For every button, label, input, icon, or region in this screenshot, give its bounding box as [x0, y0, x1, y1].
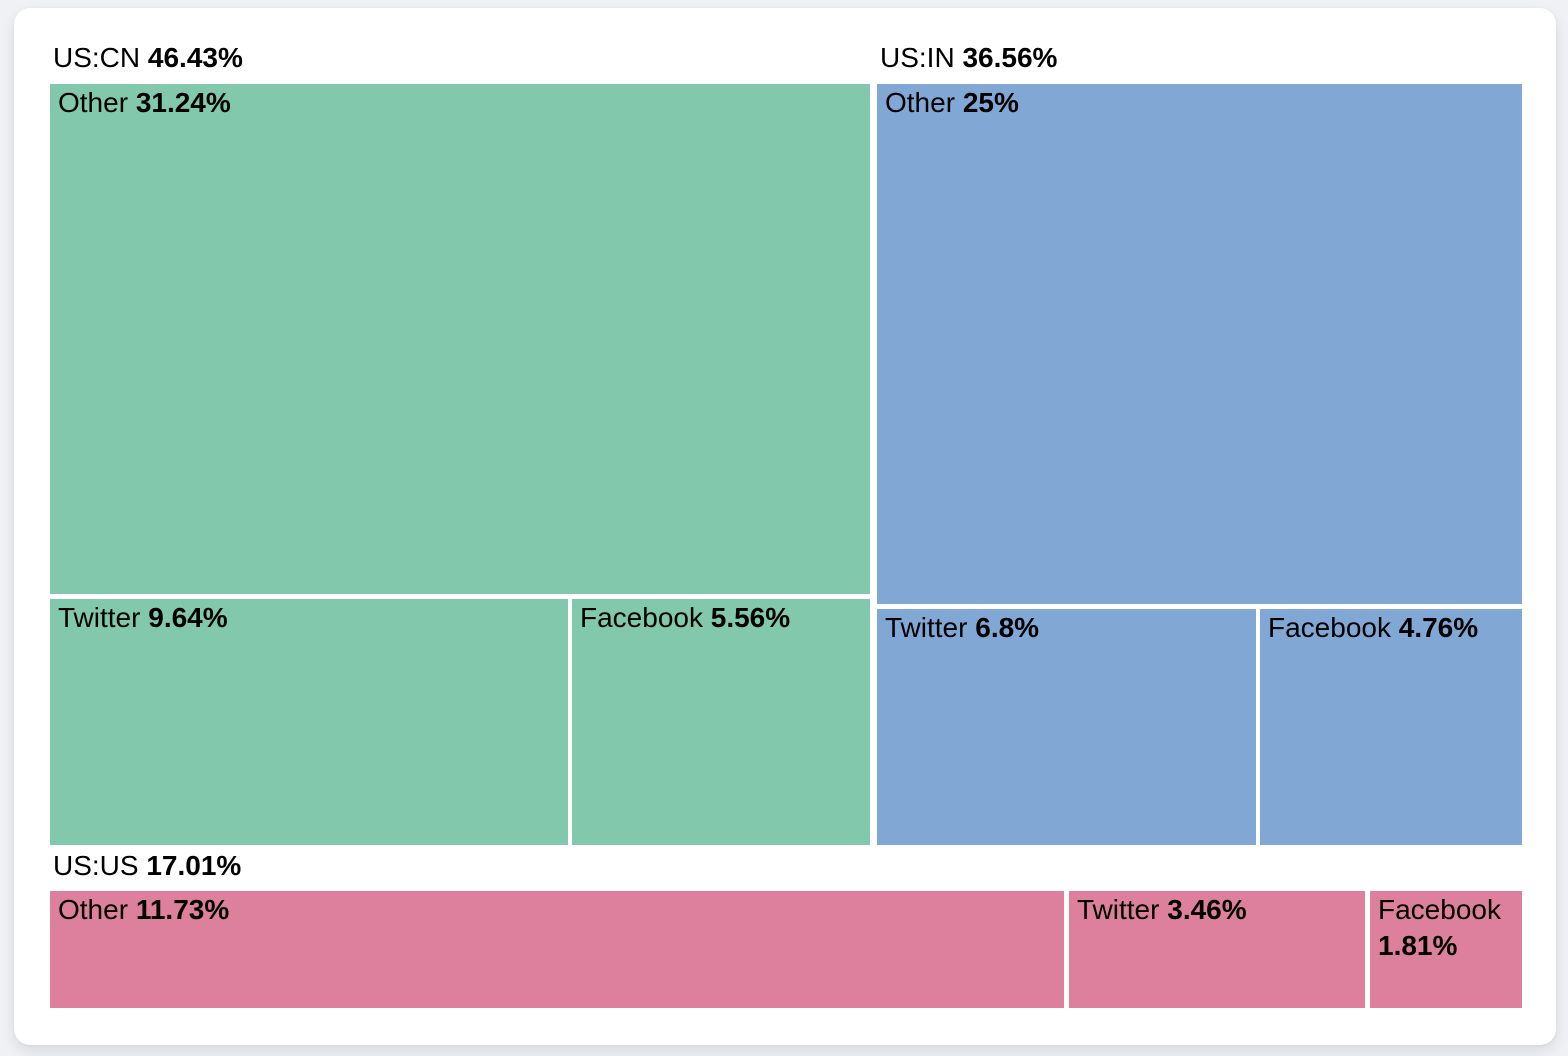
- treemap-cell-us-us-facebook[interactable]: Facebook 1.81%: [1370, 891, 1522, 1008]
- cell-value: 31.24%: [135, 87, 231, 118]
- treemap-group-header-us-in: US:IN 36.56%: [880, 40, 1057, 76]
- treemap-cell-us-in-facebook[interactable]: Facebook 4.76%: [1260, 609, 1522, 845]
- cell-value: 25%: [962, 87, 1019, 118]
- treemap-cell-us-cn-twitter[interactable]: Twitter 9.64%: [50, 599, 568, 845]
- treemap-cell-us-cn-facebook[interactable]: Facebook 5.56%: [572, 599, 870, 845]
- treemap-cell-us-us-other[interactable]: Other 11.73%: [50, 891, 1064, 1008]
- group-label: US:CN: [53, 42, 141, 73]
- treemap-group-header-us-cn: US:CN 46.43%: [53, 40, 243, 76]
- cell-label: Facebook: [580, 602, 703, 633]
- treemap-group-header-us-us: US:US 17.01%: [53, 848, 241, 884]
- cell-label: Facebook: [1378, 894, 1501, 925]
- cell-label: Other: [885, 87, 956, 118]
- cell-label: Facebook: [1268, 612, 1391, 643]
- cell-value: 6.8%: [975, 612, 1040, 643]
- treemap-cell-us-in-other[interactable]: Other 25%: [877, 84, 1522, 604]
- cell-value: 1.81%: [1378, 930, 1458, 961]
- cell-value: 4.76%: [1398, 612, 1479, 643]
- cell-label: Other: [58, 894, 129, 925]
- cell-label: Twitter: [885, 612, 968, 643]
- cell-value: 3.46%: [1167, 894, 1247, 925]
- cell-label: Other: [58, 87, 129, 118]
- treemap-cell-us-in-twitter[interactable]: Twitter 6.8%: [877, 609, 1256, 845]
- treemap-cell-us-us-twitter[interactable]: Twitter 3.46%: [1069, 891, 1365, 1008]
- cell-value: 11.73%: [135, 894, 230, 925]
- group-value: 46.43%: [147, 42, 243, 73]
- cell-value: 5.56%: [710, 602, 791, 633]
- treemap-cell-us-cn-other[interactable]: Other 31.24%: [50, 84, 870, 594]
- cell-value: 9.64%: [148, 602, 228, 633]
- group-label: US:US: [53, 850, 139, 881]
- group-label: US:IN: [880, 42, 955, 73]
- cell-label: Twitter: [1077, 894, 1160, 925]
- cell-label: Twitter: [58, 602, 141, 633]
- group-value: 36.56%: [962, 42, 1058, 73]
- group-value: 17.01%: [146, 850, 242, 881]
